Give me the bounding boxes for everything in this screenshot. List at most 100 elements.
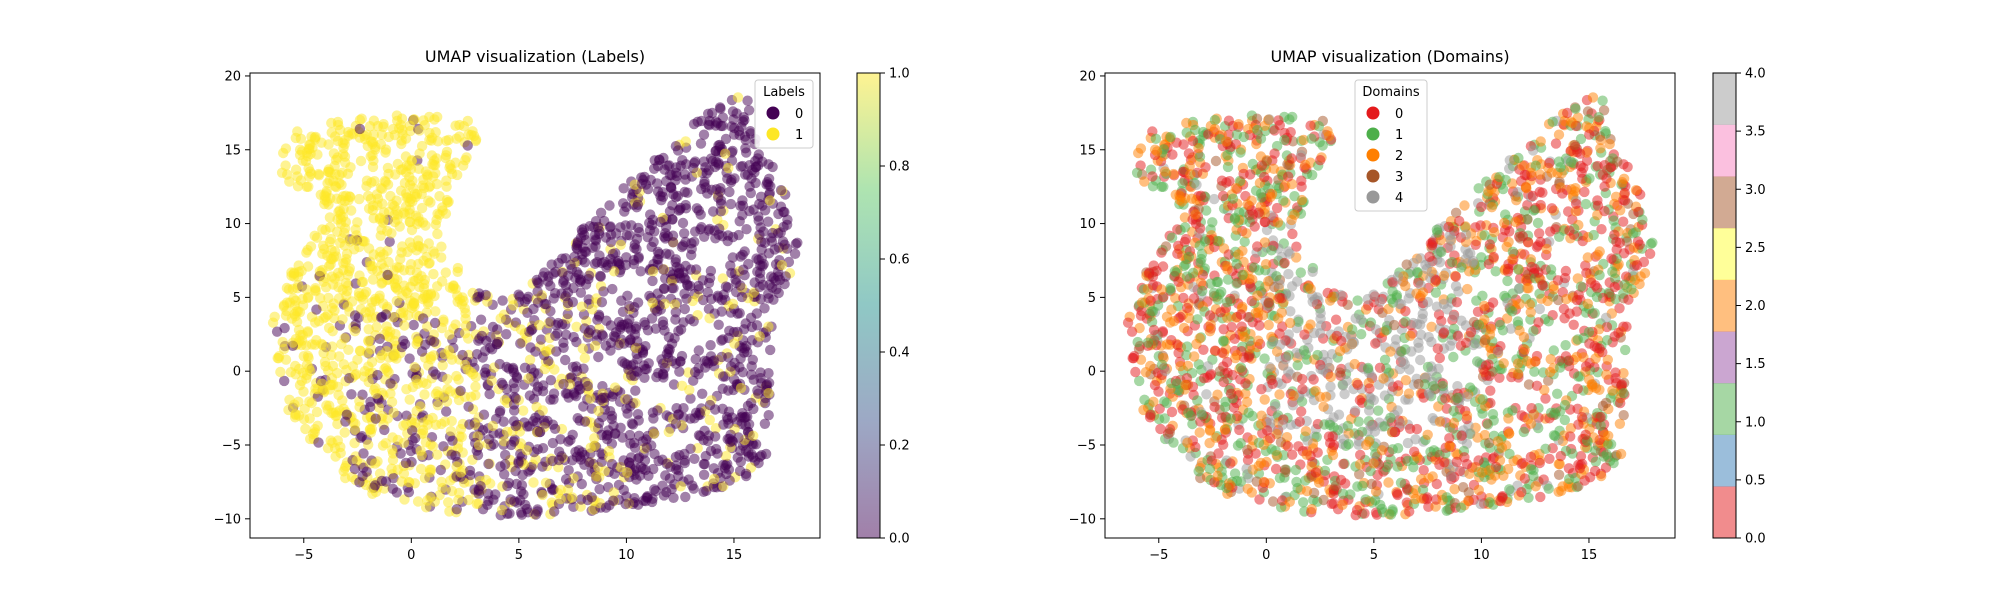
scatter-point-class-0 bbox=[482, 500, 492, 510]
scatter-point-class-1 bbox=[340, 333, 350, 343]
scatter-point-class-1 bbox=[418, 217, 428, 227]
scatter-point-class-1 bbox=[295, 380, 305, 390]
scatter-point-class-0 bbox=[742, 96, 752, 106]
scatter-point-class-0 bbox=[711, 157, 721, 167]
scatter-point-class-0 bbox=[1635, 240, 1645, 250]
scatter-point-class-0 bbox=[1592, 195, 1602, 205]
scatter-point-class-1 bbox=[1182, 271, 1192, 281]
scatter-point-class-4 bbox=[1264, 114, 1274, 124]
scatter-point-class-1 bbox=[409, 362, 419, 372]
scatter-point-class-1 bbox=[337, 395, 347, 405]
scatter-point-class-1 bbox=[1192, 314, 1202, 324]
scatter-point-class-0 bbox=[755, 282, 765, 292]
scatter-point-class-0 bbox=[739, 270, 749, 280]
scatter-point-class-0 bbox=[598, 331, 608, 341]
scatter-point-class-1 bbox=[377, 350, 387, 360]
scatter-point-class-0 bbox=[567, 264, 577, 274]
scatter-point-class-1 bbox=[425, 181, 435, 191]
scatter-point-class-2 bbox=[1181, 118, 1191, 128]
scatter-point-class-1 bbox=[429, 114, 439, 124]
scatter-point-class-0 bbox=[593, 352, 603, 362]
scatter-point-class-1 bbox=[326, 118, 336, 128]
scatter-point-class-1 bbox=[320, 361, 330, 371]
scatter-point-class-1 bbox=[370, 458, 380, 468]
scatter-point-class-1 bbox=[522, 445, 532, 455]
scatter-point-class-0 bbox=[1559, 313, 1569, 323]
scatter-point-class-4 bbox=[1315, 308, 1325, 318]
scatter-point-class-2 bbox=[1222, 264, 1232, 274]
scatter-point-class-2 bbox=[1233, 249, 1243, 259]
scatter-point-class-0 bbox=[1145, 412, 1155, 422]
scatter-point-class-1 bbox=[405, 217, 415, 227]
scatter-point-class-0 bbox=[622, 291, 632, 301]
scatter-point-class-0 bbox=[744, 451, 754, 461]
scatter-point-class-2 bbox=[1242, 199, 1252, 209]
scatter-point-class-1 bbox=[733, 92, 743, 102]
scatter-point-class-0 bbox=[629, 438, 639, 448]
scatter-point-class-0 bbox=[1238, 169, 1248, 179]
scatter-point-class-0 bbox=[1359, 508, 1369, 518]
scatter-point-class-0 bbox=[463, 402, 473, 412]
scatter-point-class-1 bbox=[350, 326, 360, 336]
scatter-point-class-1 bbox=[1190, 125, 1200, 135]
scatter-point-class-4 bbox=[1283, 269, 1293, 279]
scatter-point-class-0 bbox=[647, 276, 657, 286]
scatter-point-class-4 bbox=[1435, 257, 1445, 267]
scatter-point-class-0 bbox=[558, 379, 568, 389]
scatter-point-class-1 bbox=[549, 364, 559, 374]
scatter-point-class-0 bbox=[1331, 315, 1341, 325]
scatter-point-class-0 bbox=[1559, 304, 1569, 314]
scatter-point-class-1 bbox=[1356, 329, 1366, 339]
scatter-point-class-4 bbox=[1366, 393, 1376, 403]
scatter-point-class-1 bbox=[1170, 266, 1180, 276]
scatter-point-class-1 bbox=[460, 155, 470, 165]
scatter-point-class-2 bbox=[1474, 485, 1484, 495]
scatter-point-class-0 bbox=[671, 403, 681, 413]
scatter-point-class-0 bbox=[690, 226, 700, 236]
scatter-point-class-0 bbox=[661, 459, 671, 469]
scatter-point-class-1 bbox=[364, 377, 374, 387]
scatter-point-class-4 bbox=[1535, 304, 1545, 314]
scatter-point-class-1 bbox=[1576, 281, 1586, 291]
scatter-point-class-0 bbox=[1617, 379, 1627, 389]
scatter-point-class-1 bbox=[441, 267, 451, 277]
scatter-point-class-4 bbox=[1284, 249, 1294, 259]
scatter-point-class-0 bbox=[513, 458, 523, 468]
scatter-point-class-0 bbox=[712, 118, 722, 128]
scatter-point-class-1 bbox=[431, 215, 441, 225]
scatter-point-class-1 bbox=[401, 419, 411, 429]
scatter-point-class-2 bbox=[1240, 332, 1250, 342]
scatter-point-class-4 bbox=[1342, 376, 1352, 386]
scatter-point-class-0 bbox=[652, 306, 662, 316]
scatter-point-class-0 bbox=[457, 350, 467, 360]
scatter-point-class-1 bbox=[417, 203, 427, 213]
scatter-point-class-0 bbox=[757, 157, 767, 167]
scatter-point-class-0 bbox=[520, 297, 530, 307]
scatter-point-class-2 bbox=[1252, 290, 1262, 300]
scatter-point-class-1 bbox=[405, 394, 415, 404]
scatter-point-class-0 bbox=[695, 431, 705, 441]
scatter-point-class-1 bbox=[310, 427, 320, 437]
scatter-point-class-1 bbox=[296, 266, 306, 276]
scatter-point-class-1 bbox=[328, 408, 338, 418]
scatter-point-class-0 bbox=[691, 408, 701, 418]
scatter-point-class-0 bbox=[648, 237, 658, 247]
scatter-point-class-1 bbox=[416, 271, 426, 281]
scatter-point-class-1 bbox=[1197, 410, 1207, 420]
scatter-point-class-1 bbox=[375, 213, 385, 223]
scatter-point-class-1 bbox=[376, 278, 386, 288]
scatter-point-class-1 bbox=[327, 271, 337, 281]
scatter-point-class-0 bbox=[568, 430, 578, 440]
scatter-point-class-2 bbox=[1449, 484, 1459, 494]
scatter-point-class-0 bbox=[763, 217, 773, 227]
scatter-point-class-0 bbox=[385, 378, 395, 388]
scatter-point-class-4 bbox=[1288, 400, 1298, 410]
scatter-point-class-0 bbox=[720, 463, 730, 473]
scatter-point-class-1 bbox=[343, 345, 353, 355]
scatter-point-class-1 bbox=[440, 417, 450, 427]
scatter-point-class-1 bbox=[369, 116, 379, 126]
scatter-point-class-2 bbox=[1513, 358, 1523, 368]
scatter-point-class-1 bbox=[327, 303, 337, 313]
y-tick-label: 5 bbox=[233, 291, 241, 306]
scatter-point-class-0 bbox=[1224, 116, 1234, 126]
